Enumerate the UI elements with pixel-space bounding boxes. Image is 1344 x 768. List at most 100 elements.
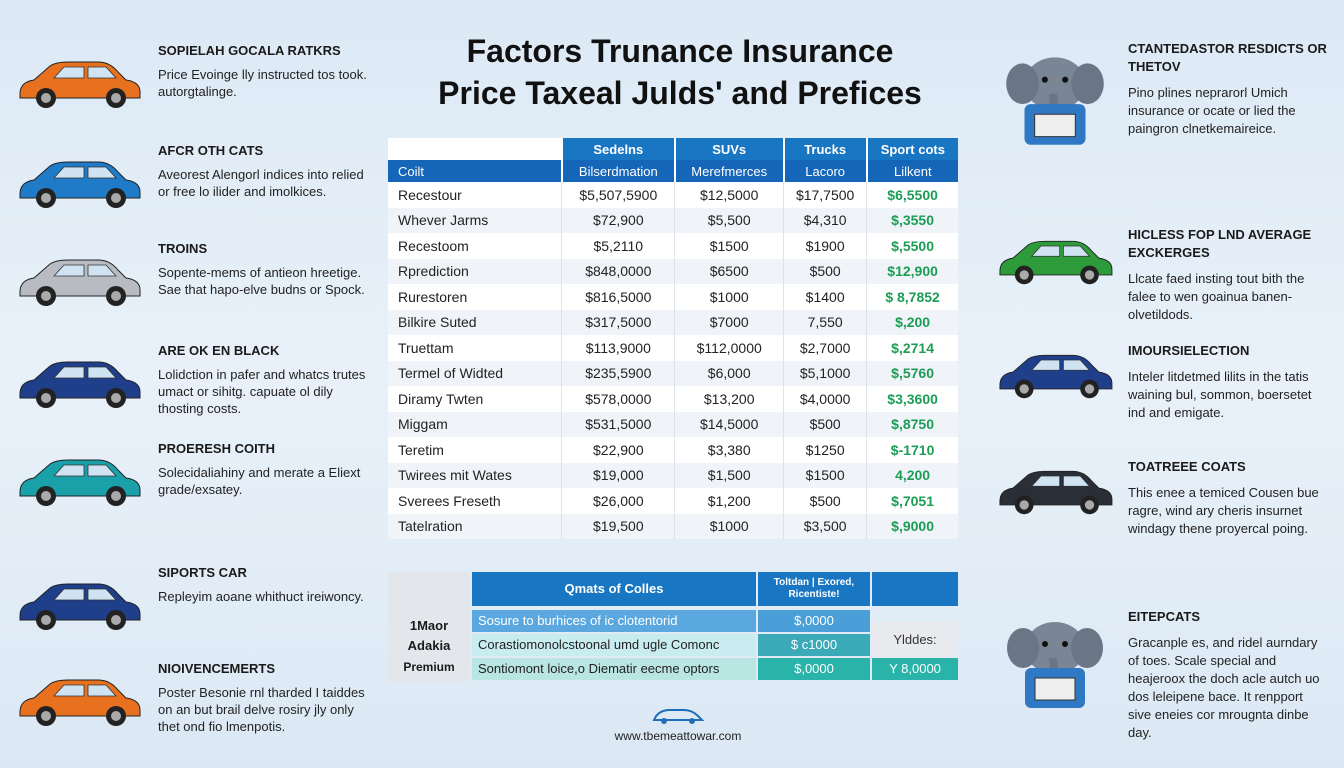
label-adakia: Adakia [407,638,451,653]
factor-description: Poster Besonie rnl tharded I taiddes on … [158,685,365,734]
info-heading: CTANTEDASTOR RESDICTS OR THETOV [1128,41,1327,74]
info-description: Llcate faed insting tout bith the falee … [1128,271,1305,322]
factor-item: NIOIVENCEMERTS Poster Besonie rnl tharde… [14,660,365,750]
table-cell: $,5760 [866,360,958,386]
factor-description: Solecidaliahiny and merate a Eliext grad… [158,465,361,497]
table-cell: $13,200 [674,386,784,412]
premium-row-value: $ c1000 [758,634,870,656]
factor-item: AFCR OTH CATS Aveorest Alengorl indices … [14,142,364,232]
factor-heading: SIPORTS CAR [158,565,247,580]
table-cell: $4,0000 [783,386,867,412]
sub-header-4: Lilkent [865,160,958,182]
page-title: Factors Trunance Insurance Price Taxeal … [400,30,960,114]
row-label: Rurestoren [398,288,468,305]
table-row: Rprediction $848,0000 $6500 $500 $12,900 [388,258,958,284]
table-cell: $6,000 [674,360,784,386]
footer-url[interactable]: www.tbemeattowar.com [614,729,742,743]
premium-table-header: Qmats of Colles [472,572,756,606]
table-cell: $500 [783,258,867,284]
info-heading: HICLESS FOP LND AVERAGE EXCKERGES [1128,227,1312,260]
factor-heading: TROINS [158,241,208,256]
table-cell: $578,0000 [561,386,675,412]
table-cell: $1400 [783,284,867,310]
table-cell: $112,0000 [674,335,784,361]
table-cell: $531,5000 [561,411,675,437]
premium-table-header-2: Toltdan | Exored, Ricentiste! [758,572,870,606]
car-icon [14,352,149,412]
table-cell: $5,2110 [561,233,675,259]
factor-description: Sopente-mems of antieon hreetige. Sae th… [158,265,365,297]
car-icon [994,346,1116,404]
label-major: 1Maor [409,618,449,633]
table-row: Recestoom $5,2110 $1500 $1900 $,5500 [388,233,958,259]
table-sub-header-row: Coilt Bilserdmation Merefmerces Lacoro L… [388,160,958,182]
car-icon [14,670,149,730]
factor-description: Price Evoinge lly instructed tos took. a… [158,67,367,99]
premium-table: 1Maor Adakia Premium Qmats of Colles Tol… [388,572,958,682]
car-icon [14,152,149,212]
table-cell: $1500 [783,462,867,488]
title-line-2: Price Taxeal Julds' and Prefices [438,75,922,111]
table-cell: $,7051 [866,488,958,514]
table-cell: $ 8,7852 [866,284,958,310]
table-cell: 7,550 [783,309,867,335]
table-cell: $500 [783,488,867,514]
car-icon [14,450,149,510]
car-icon [14,574,149,634]
factor-item: ARE OK EN BLACK Lolidction in pafer and … [14,342,365,432]
table-cell: $2,7000 [783,335,867,361]
table-cell: $1,500 [674,462,784,488]
table-cell: $72,900 [561,207,675,233]
table-cell: $1000 [674,513,784,539]
sub-header-1: Bilserdmation [560,160,675,182]
premium-row-value: $,0000 [758,658,870,680]
factor-heading: SOPIELAH GOCALA RATKRS [158,43,341,58]
table-cell: $-1710 [866,437,958,463]
row-label: Miggam [398,416,448,433]
table-cell: $1500 [674,233,784,259]
car-icon [14,250,149,310]
table-cell: $1250 [783,437,867,463]
factor-heading: ARE OK EN BLACK [158,343,280,358]
elephant-icon [994,40,1116,158]
sub-header-2: Merefmerces [673,160,784,182]
factor-item: SIPORTS CAR Repleyim aoane whithuct irei… [14,564,364,654]
factor-item: SOPIELAH GOCALA RATKRS Price Evoinge lly… [14,42,367,132]
row-label: Teretim [398,441,444,458]
table-cell: $816,5000 [561,284,675,310]
col-header-sedans: Sedelns [560,138,675,160]
table-cell: $12,5000 [674,182,784,208]
factor-heading: PROERESH COITH [158,441,276,456]
row-label: Twirees mit Wates [398,467,512,484]
table-cell: $,3550 [866,207,958,233]
table-top-header-row: Sedelns SUVs Trucks Sport cots [388,138,958,160]
table-cell: $,5500 [866,233,958,259]
factor-item: TROINS Sopente-mems of antieon hreetige.… [14,240,365,330]
table-cell: $235,5900 [561,360,675,386]
row-label: Termel of Widted [398,365,504,382]
table-cell: $,200 [866,309,958,335]
table-row: Twirees mit Wates $19,000 $1,500 $1500 4,200 [388,462,958,488]
table-cell: $848,0000 [561,258,675,284]
premium-row-text: Sontiomont loice,o Diematir eecme optors [472,658,756,680]
table-cell: $5,500 [674,207,784,233]
table-cell: $1,200 [674,488,784,514]
premium-labels: 1Maor Adakia Premium [388,572,470,682]
price-table: Sedelns SUVs Trucks Sport cots Coilt Bil… [388,138,958,539]
premium-side-value: Y 8,0000 [872,658,958,680]
car-icon [994,232,1116,290]
row-label: Bilkire Suted [398,314,477,331]
table-cell: $113,9000 [561,335,675,361]
label-premium: Premium [403,660,455,674]
table-cell: $19,500 [561,513,675,539]
premium-row-text: Sosure to burhices of ic clotentorid [472,610,756,632]
row-label: Diramy Twten [398,390,484,407]
premium-row-text: Corastiomonolcstoonal umd ugle Comonc [472,634,756,656]
row-label: Tatelration [398,518,463,535]
table-row: Whever Jarms $72,900 $5,500 $4,310 $,3550 [388,207,958,233]
table-row: Sverees Freseth $26,000 $1,200 $500 $,7051 [388,488,958,514]
table-cell: $5,1000 [783,360,867,386]
footer: www.tbemeattowar.com [560,704,796,743]
table-cell: $3,3600 [866,386,958,412]
info-description: Gracanple es, and ridel aurndary of toes… [1128,635,1320,740]
